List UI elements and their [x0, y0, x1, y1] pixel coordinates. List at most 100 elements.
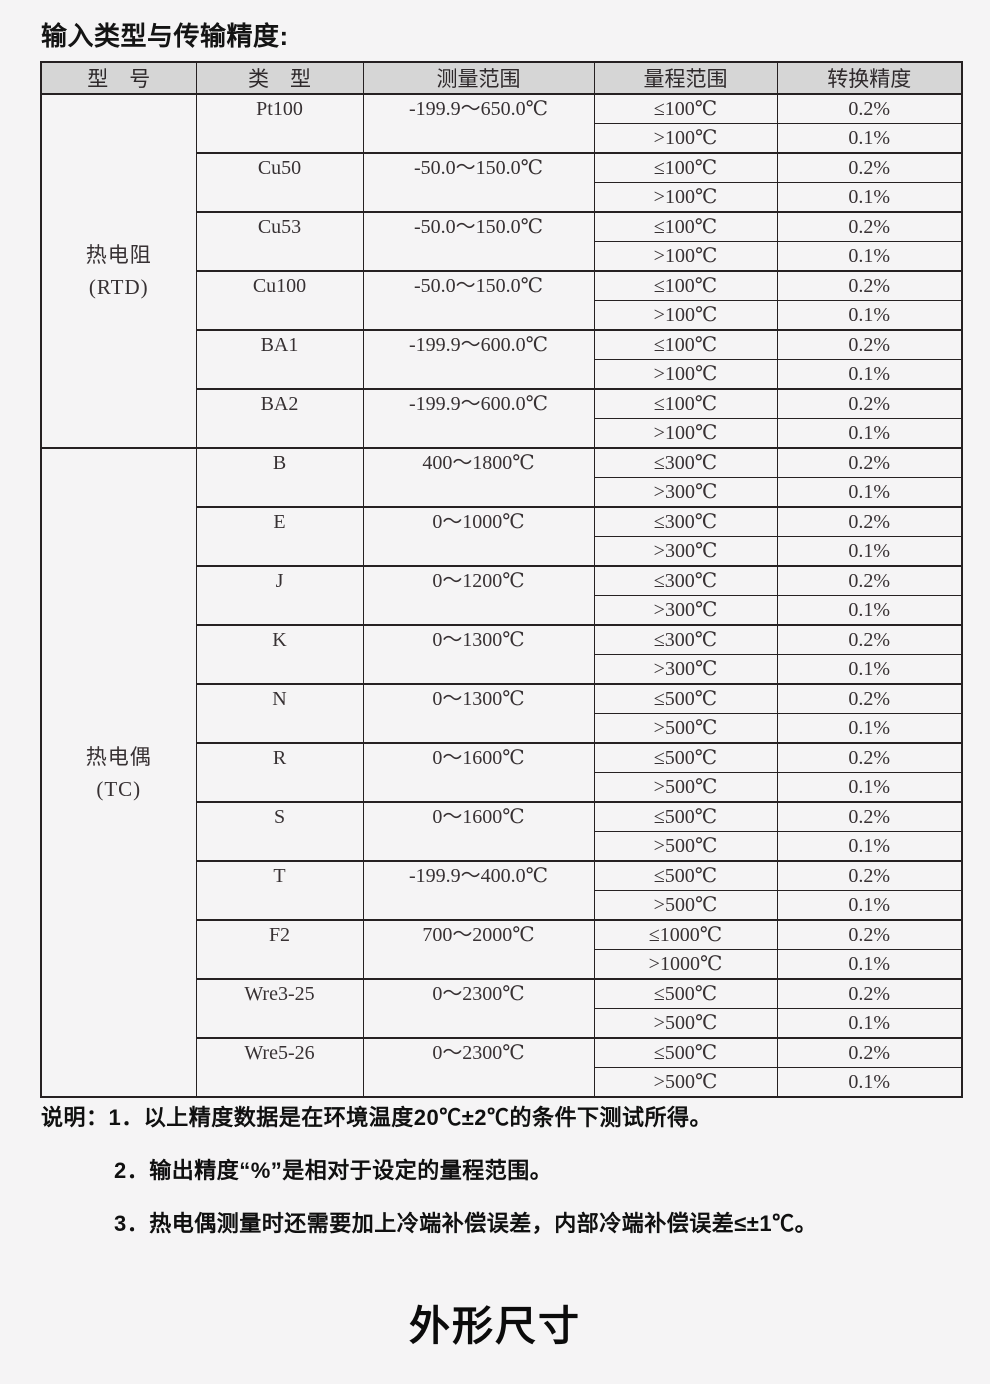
span-range-cell: >500℃: [593, 1067, 778, 1098]
measure-range-cell: 0～1600℃: [362, 742, 595, 803]
span-range-cell: >300℃: [593, 536, 778, 567]
accuracy-cell: 0.2%: [776, 388, 963, 419]
accuracy-cell: 0.1%: [776, 595, 963, 626]
span-range-cell: ≤1000℃: [593, 919, 778, 950]
spec-row-F2: F2 700～2000℃ ≤1000℃ 0.2%: [41, 919, 963, 980]
model-abbr: (RTD): [88, 275, 149, 299]
type-cell: S: [195, 801, 364, 862]
column-header-measure-range: 测量范围: [362, 61, 595, 95]
span-range-cell: >100℃: [593, 241, 778, 272]
type-cell: T: [195, 860, 364, 921]
accuracy-cell: 0.1%: [776, 890, 963, 921]
note-line-1: 说明：1．以上精度数据是在环境温度20℃±2℃的条件下测试所得。: [41, 1102, 817, 1133]
measure-range-cell: -199.9～600.0℃: [362, 388, 595, 449]
accuracy-cell: 0.1%: [776, 477, 963, 508]
accuracy-cell: 0.1%: [776, 536, 963, 567]
span-range-cell: >500℃: [593, 772, 778, 803]
accuracy-cell: 0.2%: [776, 93, 963, 124]
model-name: 热电阻: [85, 243, 152, 267]
span-range-cell: ≤100℃: [593, 270, 778, 301]
spec-row-B-band2: >300℃ 0.1%: [41, 477, 963, 508]
type-cell: Cu53: [195, 211, 364, 272]
span-range-cell: >1000℃: [593, 949, 778, 980]
note-item-3: 3．热电偶测量时还需要加上冷端补偿误差，内部冷端补偿误差≤±1℃。: [114, 1211, 818, 1236]
span-range-cell: ≤500℃: [593, 683, 778, 714]
measure-range-cell: 700～2000℃: [362, 919, 595, 980]
type-cell: Wre3-25: [195, 978, 364, 1039]
section-title-outline-dimensions: 外形尺寸: [409, 1303, 581, 1349]
measure-range-cell: 0～2300℃: [362, 1037, 595, 1098]
measure-range-cell: 0～1200℃: [362, 565, 595, 626]
note-line-3: 3．热电偶测量时还需要加上冷端补偿误差，内部冷端补偿误差≤±1℃。: [41, 1208, 817, 1239]
spec-row-Cu53: Cu53 -50.0～150.0℃ ≤100℃ 0.2%: [41, 211, 963, 272]
accuracy-cell: 0.1%: [776, 123, 963, 154]
type-cell: R: [195, 742, 364, 803]
spec-row-T: T -199.9～400.0℃ ≤500℃ 0.2%: [41, 860, 963, 921]
spec-row-Wre5-26: Wre5-26 0～2300℃ ≤500℃ 0.2%: [41, 1037, 963, 1098]
column-header-model: 型 号: [40, 61, 197, 95]
span-range-cell: >500℃: [593, 713, 778, 744]
spec-row-N-band2: >500℃ 0.1%: [41, 713, 963, 744]
span-range-cell: ≤300℃: [593, 565, 778, 596]
measure-range-cell: -50.0～150.0℃: [362, 270, 595, 331]
accuracy-cell: 0.1%: [776, 241, 963, 272]
measure-range-cell: -50.0～150.0℃: [362, 211, 595, 272]
note-item-1: 1．以上精度数据是在环境温度20℃±2℃的条件下测试所得。: [108, 1105, 713, 1130]
measure-range-cell: 0～1600℃: [362, 801, 595, 862]
type-cell: B: [195, 447, 364, 508]
type-cell: K: [195, 624, 364, 685]
spec-row-T-band2: >500℃ 0.1%: [41, 890, 963, 921]
measure-range-cell: 400～1800℃: [362, 447, 595, 508]
type-cell: Pt100: [195, 93, 364, 154]
spec-table-header: 型 号 类 型 测量范围 量程范围 转换精度: [40, 61, 963, 95]
accuracy-cell: 0.1%: [776, 418, 963, 449]
spec-row-B: 热电偶 (TC) B 400～1800℃ ≤300℃ 0.2%: [40, 447, 963, 1098]
measure-range-cell: -50.0～150.0℃: [362, 152, 595, 213]
spec-row-R-band2: >500℃ 0.1%: [41, 772, 963, 803]
span-range-cell: >100℃: [593, 300, 778, 331]
accuracy-cell: 0.1%: [776, 713, 963, 744]
spec-row-Cu100: Cu100 -50.0～150.0℃ ≤100℃ 0.2%: [41, 270, 963, 331]
measure-range-cell: 0～1000℃: [362, 506, 595, 567]
spec-table-body: 热电阻 (RTD) Pt100 -199.9～650.0℃ ≤100℃ 0.2% >100℃…: [40, 93, 963, 1098]
accuracy-cell: 0.2%: [776, 329, 963, 360]
type-cell: BA1: [195, 329, 364, 390]
accuracy-cell: 0.2%: [776, 742, 963, 773]
accuracy-cell: 0.2%: [776, 211, 963, 242]
spec-row-Wre3-25-band2: >500℃ 0.1%: [41, 1008, 963, 1039]
span-range-cell: >100℃: [593, 123, 778, 154]
accuracy-cell: 0.2%: [776, 801, 963, 832]
accuracy-cell: 0.2%: [776, 860, 963, 891]
span-range-cell: ≤500℃: [593, 742, 778, 773]
measure-range-cell: 0～1300℃: [362, 624, 595, 685]
spec-row-S: S 0～1600℃ ≤500℃ 0.2%: [41, 801, 963, 862]
spec-table: 型 号 类 型 测量范围 量程范围 转换精度 热电阻 (RTD) Pt100 -199…: [40, 61, 963, 1098]
span-range-cell: ≤500℃: [593, 801, 778, 832]
spec-row-Wre3-25: Wre3-25 0～2300℃ ≤500℃ 0.2%: [41, 978, 963, 1039]
spec-row-S-band2: >500℃ 0.1%: [41, 831, 963, 862]
spec-row-Pt100: 热电阻 (RTD) Pt100 -199.9～650.0℃ ≤100℃ 0.2%: [40, 93, 963, 449]
notes-section: 说明：1．以上精度数据是在环境温度20℃±2℃的条件下测试所得。 2．输出精度“…: [41, 1102, 817, 1261]
model-name: 热电偶: [85, 744, 152, 769]
measure-range-cell: 0～2300℃: [362, 978, 595, 1039]
model-abbr: (TC): [96, 776, 142, 801]
model-cell-tc: 热电偶 (TC): [40, 447, 197, 1098]
spec-row-N: N 0～1300℃ ≤500℃ 0.2%: [41, 683, 963, 744]
spec-row-K-band2: >300℃ 0.1%: [41, 654, 963, 685]
spec-row-F2-band2: >1000℃ 0.1%: [41, 949, 963, 980]
column-header-type: 类 型: [195, 61, 364, 95]
span-range-cell: >100℃: [593, 359, 778, 390]
span-range-cell: >100℃: [593, 418, 778, 449]
accuracy-cell: 0.2%: [776, 447, 963, 478]
span-range-cell: ≤100℃: [593, 93, 778, 124]
span-range-cell: ≤100℃: [593, 152, 778, 183]
spec-row-BA2-band2: >100℃ 0.1%: [41, 418, 963, 449]
accuracy-cell: 0.2%: [776, 270, 963, 301]
spec-row-Cu50-band2: >100℃ 0.1%: [41, 182, 963, 213]
page-title: 输入类型与传输精度:: [41, 21, 289, 51]
type-cell: J: [195, 565, 364, 626]
accuracy-cell: 0.1%: [776, 182, 963, 213]
measure-range-cell: 0～1300℃: [362, 683, 595, 744]
spec-row-J-band2: >300℃ 0.1%: [41, 595, 963, 626]
measure-range-cell: -199.9～650.0℃: [362, 93, 595, 154]
